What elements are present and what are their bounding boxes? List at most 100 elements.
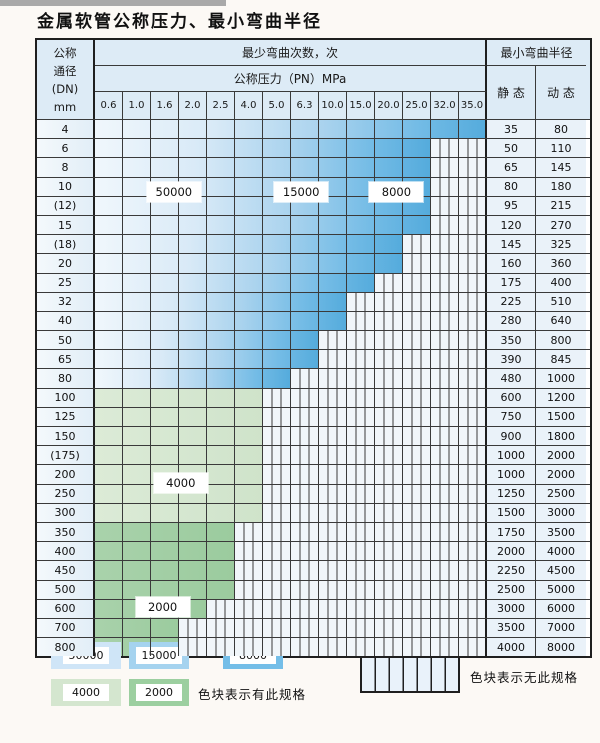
pressure-cell-no-spec [375,561,403,580]
pressure-cell [263,120,291,139]
pressure-cell [291,120,319,139]
pressure-cell-no-spec [459,427,487,446]
static-radius-cell: 120 [487,215,536,235]
pressure-cell-no-spec [319,350,347,369]
pressure-cell [95,522,123,542]
pressure-cell [123,350,151,369]
pressure-cell-no-spec [263,618,291,638]
spec-strip [95,522,235,542]
pressure-cell [207,331,235,350]
pressure-cell [207,292,235,311]
dn-header-text: 公称 通径 (DN) mm [51,45,79,114]
table-row: 40 280 640 [37,311,590,332]
pressure-cell-no-spec [263,388,291,407]
pressure-cell [291,196,319,215]
table-row: 250 1250 2500 [37,484,590,504]
legend-has-spec-text: 色块表示有此规格 [198,687,307,702]
pressure-cell [207,273,235,292]
pressure-cell [179,196,207,215]
pressure-cell [207,196,235,215]
spec-strip [95,369,291,388]
pressure-cell [235,177,263,196]
static-radius-cell: 3500 [487,618,536,638]
table-row: 65 390 845 [37,350,590,370]
pressure-cell [95,618,123,638]
pressure-cell [95,215,123,235]
pressure-cell [95,292,123,311]
pressure-cell [123,254,151,273]
pressure-cell [151,311,179,331]
pressure-cell-no-spec [319,580,347,599]
pressure-cell-no-spec [347,350,375,369]
pressure-cell [347,273,375,292]
pressure-cell [123,139,151,158]
pressure-cell-no-spec [403,580,431,599]
spec-strip [95,311,347,331]
pressure-cell-no-spec [291,522,319,542]
pressure-cell [151,215,179,235]
dynamic-radius-cell: 3000 [536,503,586,522]
pressure-cell-no-spec [431,503,459,522]
pressure-cell [263,139,291,158]
dynamic-radius-cell: 400 [536,273,586,292]
pressure-cell-no-spec [403,369,431,388]
spec-strip [95,158,431,177]
pressure-cell-no-spec [347,484,375,503]
legend-swatch-label: 4000 [63,684,109,701]
pressure-cell-no-spec [403,465,431,484]
pressure-cell [375,196,403,215]
pressure-cell-no-spec [431,599,459,618]
pressure-cell-no-spec [403,599,431,618]
pressure-cell [179,369,207,388]
pressure-cell-no-spec [403,618,431,638]
spec-strip [95,580,235,599]
pressure-cell [263,331,291,350]
dynamic-radius-cell: 510 [536,292,586,311]
pressure-cell [151,484,179,503]
pressure-cell [123,311,151,331]
pressure-cell [207,158,235,177]
dn-cell: 800 [37,638,95,657]
pressure-cell-no-spec [431,196,459,215]
pressure-cell [375,158,403,177]
pressure-cell [123,215,151,235]
pressure-cell [151,542,179,561]
pressure-cell [95,388,123,407]
pressure-cell [207,561,235,580]
pressure-tick-row: 0.6 1.0 1.6 2.0 2.5 4.0 5.0 6.3 10.0 15.0 20.0 25.0… [95,92,487,119]
pressure-cell [95,542,123,561]
dynamic-radius-cell: 640 [536,311,586,331]
spec-strip [95,292,347,311]
pressure-cell [263,196,291,215]
static-radius-cell: 2000 [487,542,536,561]
pressure-cell [151,331,179,350]
pressure-cell-no-spec [319,446,347,465]
pressure-cell [95,561,123,580]
pressure-cell-no-spec [403,446,431,465]
static-radius-cell: 350 [487,331,536,350]
dn-cell: 250 [37,484,95,503]
pressure-cell [319,273,347,292]
pressure-cell-no-spec [263,522,291,542]
pressure-cell-no-spec [375,427,403,446]
table-row: 8 65 145 [37,158,590,178]
pressure-cell [207,369,235,388]
legend-swatch-label: 2000 [136,684,182,701]
static-radius-cell: 600 [487,388,536,407]
pressure-cell [263,311,291,331]
dynamic-radius-cell: 2000 [536,446,586,465]
pressure-cell-no-spec [319,638,347,657]
dynamic-radius-cell: 325 [536,235,586,254]
pressure-cell-no-spec [431,484,459,503]
dn-cell: 700 [37,618,95,638]
pressure-cell [207,427,235,446]
static-radius-cell: 390 [487,350,536,369]
pressure-cell [179,407,207,426]
pressure-cell [95,273,123,292]
dn-cell: (12) [37,196,95,215]
pressure-cell-no-spec [347,292,375,311]
pressure-cell-no-spec [207,638,235,657]
pressure-cell [151,618,179,638]
table-row: 10 80 180 [37,177,590,197]
pressure-cell [375,254,403,273]
